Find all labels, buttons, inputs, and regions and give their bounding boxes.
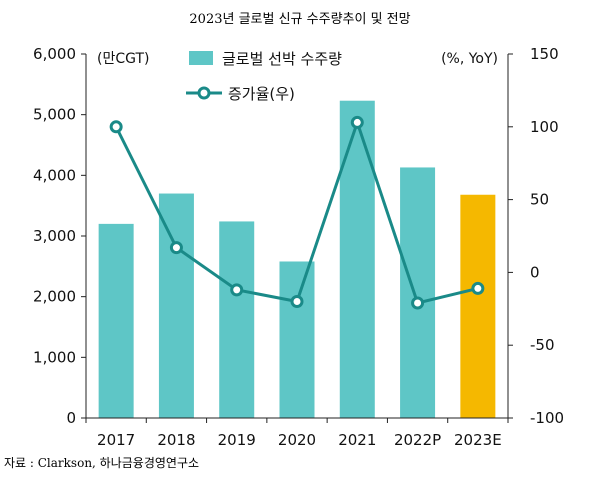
chart-title: 2023년 글로벌 신규 수주량추이 및 전망: [189, 12, 411, 27]
growth-rate-point-2022P: [411, 296, 425, 310]
left-tick-label: 4,000: [33, 166, 76, 184]
growth-rate-point-2023E: [471, 281, 485, 295]
right-tick-label: 150: [530, 45, 559, 63]
line-layer: [109, 115, 485, 310]
left-tick-label: 1,000: [33, 348, 76, 366]
growth-rate-point-2019: [230, 283, 244, 297]
bar-2022P: [400, 167, 436, 418]
bar-2023E: [460, 194, 496, 418]
growth-rate-point-2017: [109, 120, 123, 134]
x-tick-label: 2019: [218, 431, 256, 449]
right-axis-unit: (%, YoY): [441, 51, 498, 67]
left-axis-unit: (만CGT): [97, 51, 149, 67]
left-tick-label: 6,000: [33, 45, 76, 63]
legend-bar-label: 글로벌 선박 수주량: [222, 50, 342, 68]
bar-2017: [98, 223, 134, 418]
legend-line-marker: [197, 86, 211, 100]
right-tick-label: -100: [530, 409, 564, 427]
right-tick-label: -50: [530, 336, 555, 354]
right-tick-label: 100: [530, 118, 559, 136]
growth-rate-point-2021: [350, 115, 364, 129]
left-tick-label: 5,000: [33, 106, 76, 124]
x-tick-label: 2022P: [394, 431, 441, 449]
x-tick-label: 2021: [338, 431, 376, 449]
bar-2020: [279, 261, 315, 418]
axes-layer: 0 1,000 2,000 3,000 4,000 5,000 6,000 -100 -50 0 5…: [33, 45, 564, 449]
x-tick-label: 2018: [157, 431, 195, 449]
bar-2021: [339, 100, 375, 419]
legend-line-label: 증가율(우): [228, 85, 295, 103]
x-tick-label: 2017: [97, 431, 135, 449]
legend-bar-swatch: [189, 51, 213, 65]
x-tick-label: 2023E: [454, 431, 502, 449]
x-tick-label: 2020: [278, 431, 316, 449]
left-tick-label: 0: [66, 409, 76, 427]
bar-2019: [219, 221, 255, 418]
bar-2018: [158, 193, 194, 418]
growth-rate-point-2020: [290, 295, 304, 309]
bar-layer: [98, 100, 496, 419]
left-tick-label: 3,000: [33, 227, 76, 245]
source-note: 자료 : Clarkson, 하나금융경영연구소: [4, 456, 200, 470]
right-tick-label: 0: [530, 263, 540, 281]
left-tick-label: 2,000: [33, 288, 76, 306]
growth-rate-point-2018: [169, 241, 183, 255]
right-tick-label: 50: [530, 191, 549, 209]
